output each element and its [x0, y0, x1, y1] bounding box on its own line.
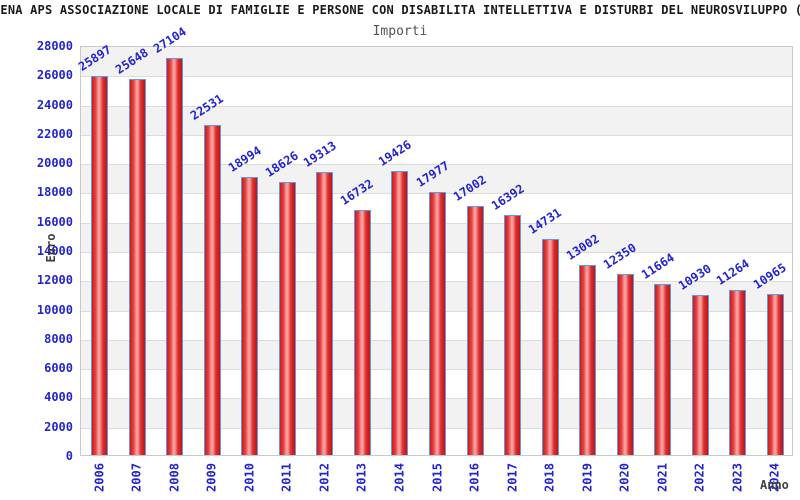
x-tick-label: 2009: [204, 463, 219, 492]
x-tick-label: 2018: [542, 463, 557, 492]
x-tick-label: 2017: [505, 463, 520, 492]
y-tick-label: 14000: [36, 244, 73, 258]
gridline: [81, 164, 792, 166]
x-tick-label: 2006: [92, 463, 107, 492]
grid-band: [81, 47, 792, 77]
grid-band: [81, 164, 792, 194]
bar: [353, 210, 371, 455]
x-tick-label: 2016: [467, 463, 482, 492]
y-tick-label: 8000: [44, 331, 73, 346]
bar: [579, 265, 597, 455]
gridline: [81, 105, 792, 107]
x-tick-label: 2023: [730, 463, 745, 492]
y-tick-label: 20000: [36, 156, 73, 171]
x-tick-label: 2010: [242, 463, 257, 492]
gridline: [81, 134, 792, 136]
y-tick-label: 16000: [36, 214, 73, 229]
y-tick-label: 12000: [36, 273, 73, 288]
bar: [691, 295, 709, 455]
x-tick-label: 2022: [692, 463, 707, 492]
gridline: [81, 76, 792, 78]
x-tick-label: 2014: [392, 463, 407, 492]
x-tick-label: 2011: [279, 463, 294, 492]
x-tick-label: 2019: [580, 463, 595, 492]
x-tick-label: 2008: [167, 463, 182, 492]
chart-subtitle: Importi: [372, 24, 428, 39]
x-tick-label: 2020: [617, 463, 632, 492]
x-tick-label: 2013: [354, 463, 369, 492]
bar: [466, 206, 484, 455]
y-tick-label: 2000: [44, 419, 73, 434]
plot-area: [80, 46, 793, 456]
y-axis-title: Euro: [44, 233, 58, 263]
bar: [616, 274, 634, 455]
bar: [278, 182, 296, 455]
x-axis-title: Anno: [760, 478, 789, 492]
y-tick-label: 4000: [44, 390, 73, 405]
y-tick-label: 10000: [36, 302, 73, 317]
bar: [316, 172, 334, 455]
x-tick-label: 2007: [129, 463, 144, 492]
bar: [241, 177, 259, 455]
y-tick-label: 28000: [36, 39, 73, 53]
bar: [128, 79, 146, 455]
bar: [91, 76, 109, 455]
bar: [766, 294, 784, 455]
x-tick-label: 2012: [317, 463, 332, 492]
y-tick-label: 22000: [36, 126, 73, 141]
y-tick-label: 24000: [36, 97, 73, 112]
chart-title: GENA APS ASSOCIAZIONE LOCALE DI FAMIGLIE…: [0, 3, 800, 17]
bar: [166, 58, 184, 455]
bar: [504, 215, 522, 455]
bar: [541, 239, 559, 455]
bar: [729, 290, 747, 455]
bar: [654, 284, 672, 455]
x-tick-label: 2015: [430, 463, 444, 492]
x-tick-label: 2021: [655, 463, 670, 492]
y-tick-label: 6000: [44, 361, 73, 376]
y-tick-label: 26000: [36, 68, 73, 83]
y-tick-label: 0: [65, 449, 73, 463]
grid-band: [81, 105, 792, 135]
y-tick-label: 18000: [36, 185, 73, 200]
bar: [203, 125, 221, 455]
bar: [429, 192, 446, 455]
bar: [391, 171, 409, 455]
